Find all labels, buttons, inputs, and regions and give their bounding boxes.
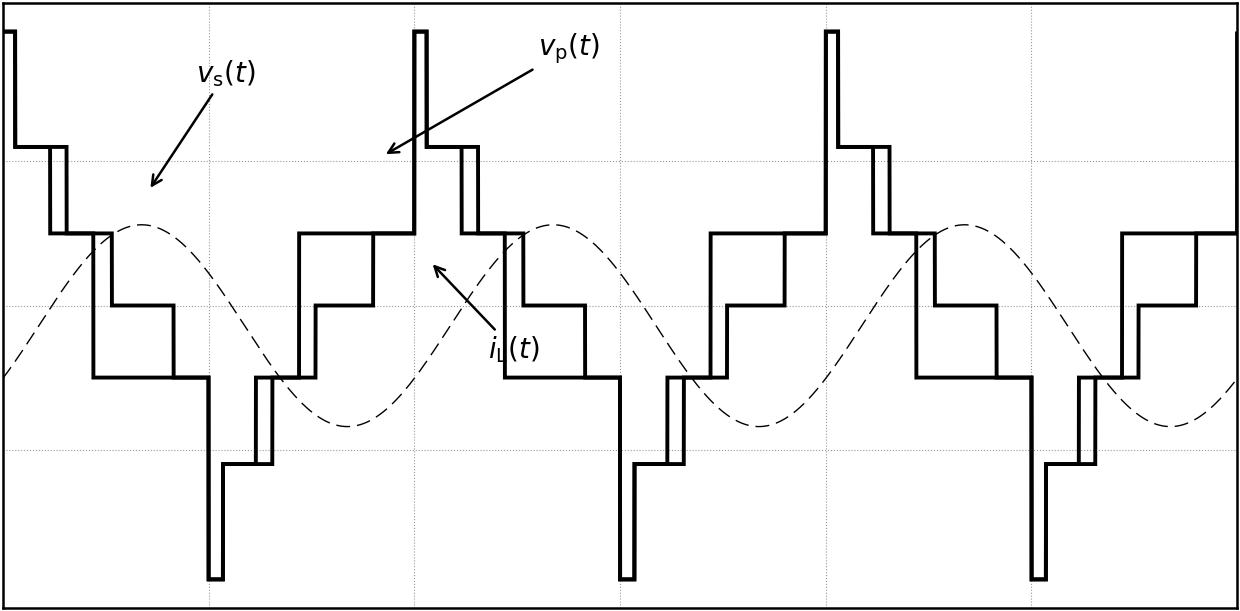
Text: $v_{\mathrm{s}}(t)$: $v_{\mathrm{s}}(t)$	[153, 59, 255, 186]
Text: $i_{\mathrm{L}}(t)$: $i_{\mathrm{L}}(t)$	[434, 266, 539, 365]
Text: $v_{\mathrm{p}}(t)$: $v_{\mathrm{p}}(t)$	[388, 32, 599, 153]
